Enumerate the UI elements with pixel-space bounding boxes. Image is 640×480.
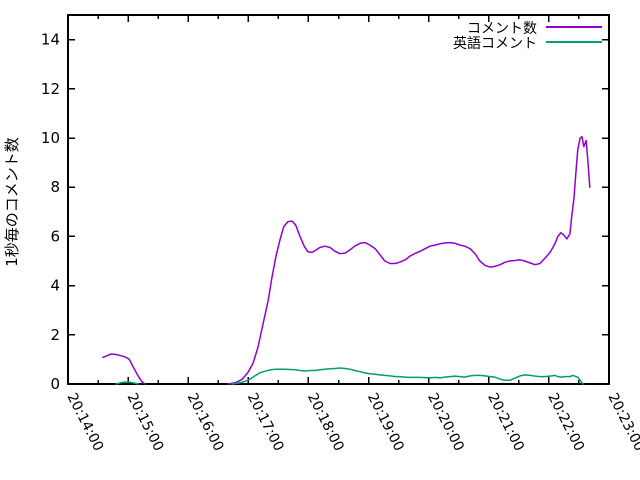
legend-label-english-comments: 英語コメント	[453, 35, 537, 52]
axis-tick-labels: 0 2 4 6 8 10 12 14 20:14:00 20:15:00 20:16:00 20:17…	[41, 31, 640, 454]
legend: コメント数 英語コメント	[453, 21, 602, 52]
y-tick-label: 8	[50, 178, 60, 196]
y-tick-label: 2	[50, 326, 60, 344]
x-tick-label: 20:23:00	[604, 391, 640, 454]
x-tick-label: 20:19:00	[364, 391, 407, 454]
x-tick-label: 20:14:00	[63, 391, 106, 454]
x-tick-label: 20:18:00	[304, 391, 347, 454]
x-tick-label: 20:15:00	[124, 391, 167, 454]
series-line-1	[231, 367, 584, 385]
x-tick-label: 20:16:00	[184, 391, 227, 454]
x-tick-label: 20:21:00	[484, 391, 527, 454]
x-tick-label: 20:20:00	[424, 391, 467, 454]
x-tick-label: 20:17:00	[244, 391, 287, 454]
y-tick-label: 6	[50, 227, 60, 245]
y-tick-label: 0	[50, 375, 60, 393]
y-tick-label: 4	[50, 277, 60, 295]
y-tick-label: 12	[41, 80, 60, 98]
plot-border	[67, 14, 610, 385]
y-axis-title: 1秒毎のコメント数	[3, 137, 21, 267]
series-line-1	[115, 381, 140, 385]
x-tick-label: 20:22:00	[544, 391, 587, 454]
series-lines	[102, 136, 591, 385]
plot-frame	[67, 14, 610, 385]
series-line-0	[227, 136, 591, 385]
y-tick-label: 10	[41, 129, 60, 147]
y-tick-label: 14	[41, 31, 60, 49]
series-line-0	[102, 353, 146, 385]
legend-label-comments: コメント数	[467, 21, 537, 37]
